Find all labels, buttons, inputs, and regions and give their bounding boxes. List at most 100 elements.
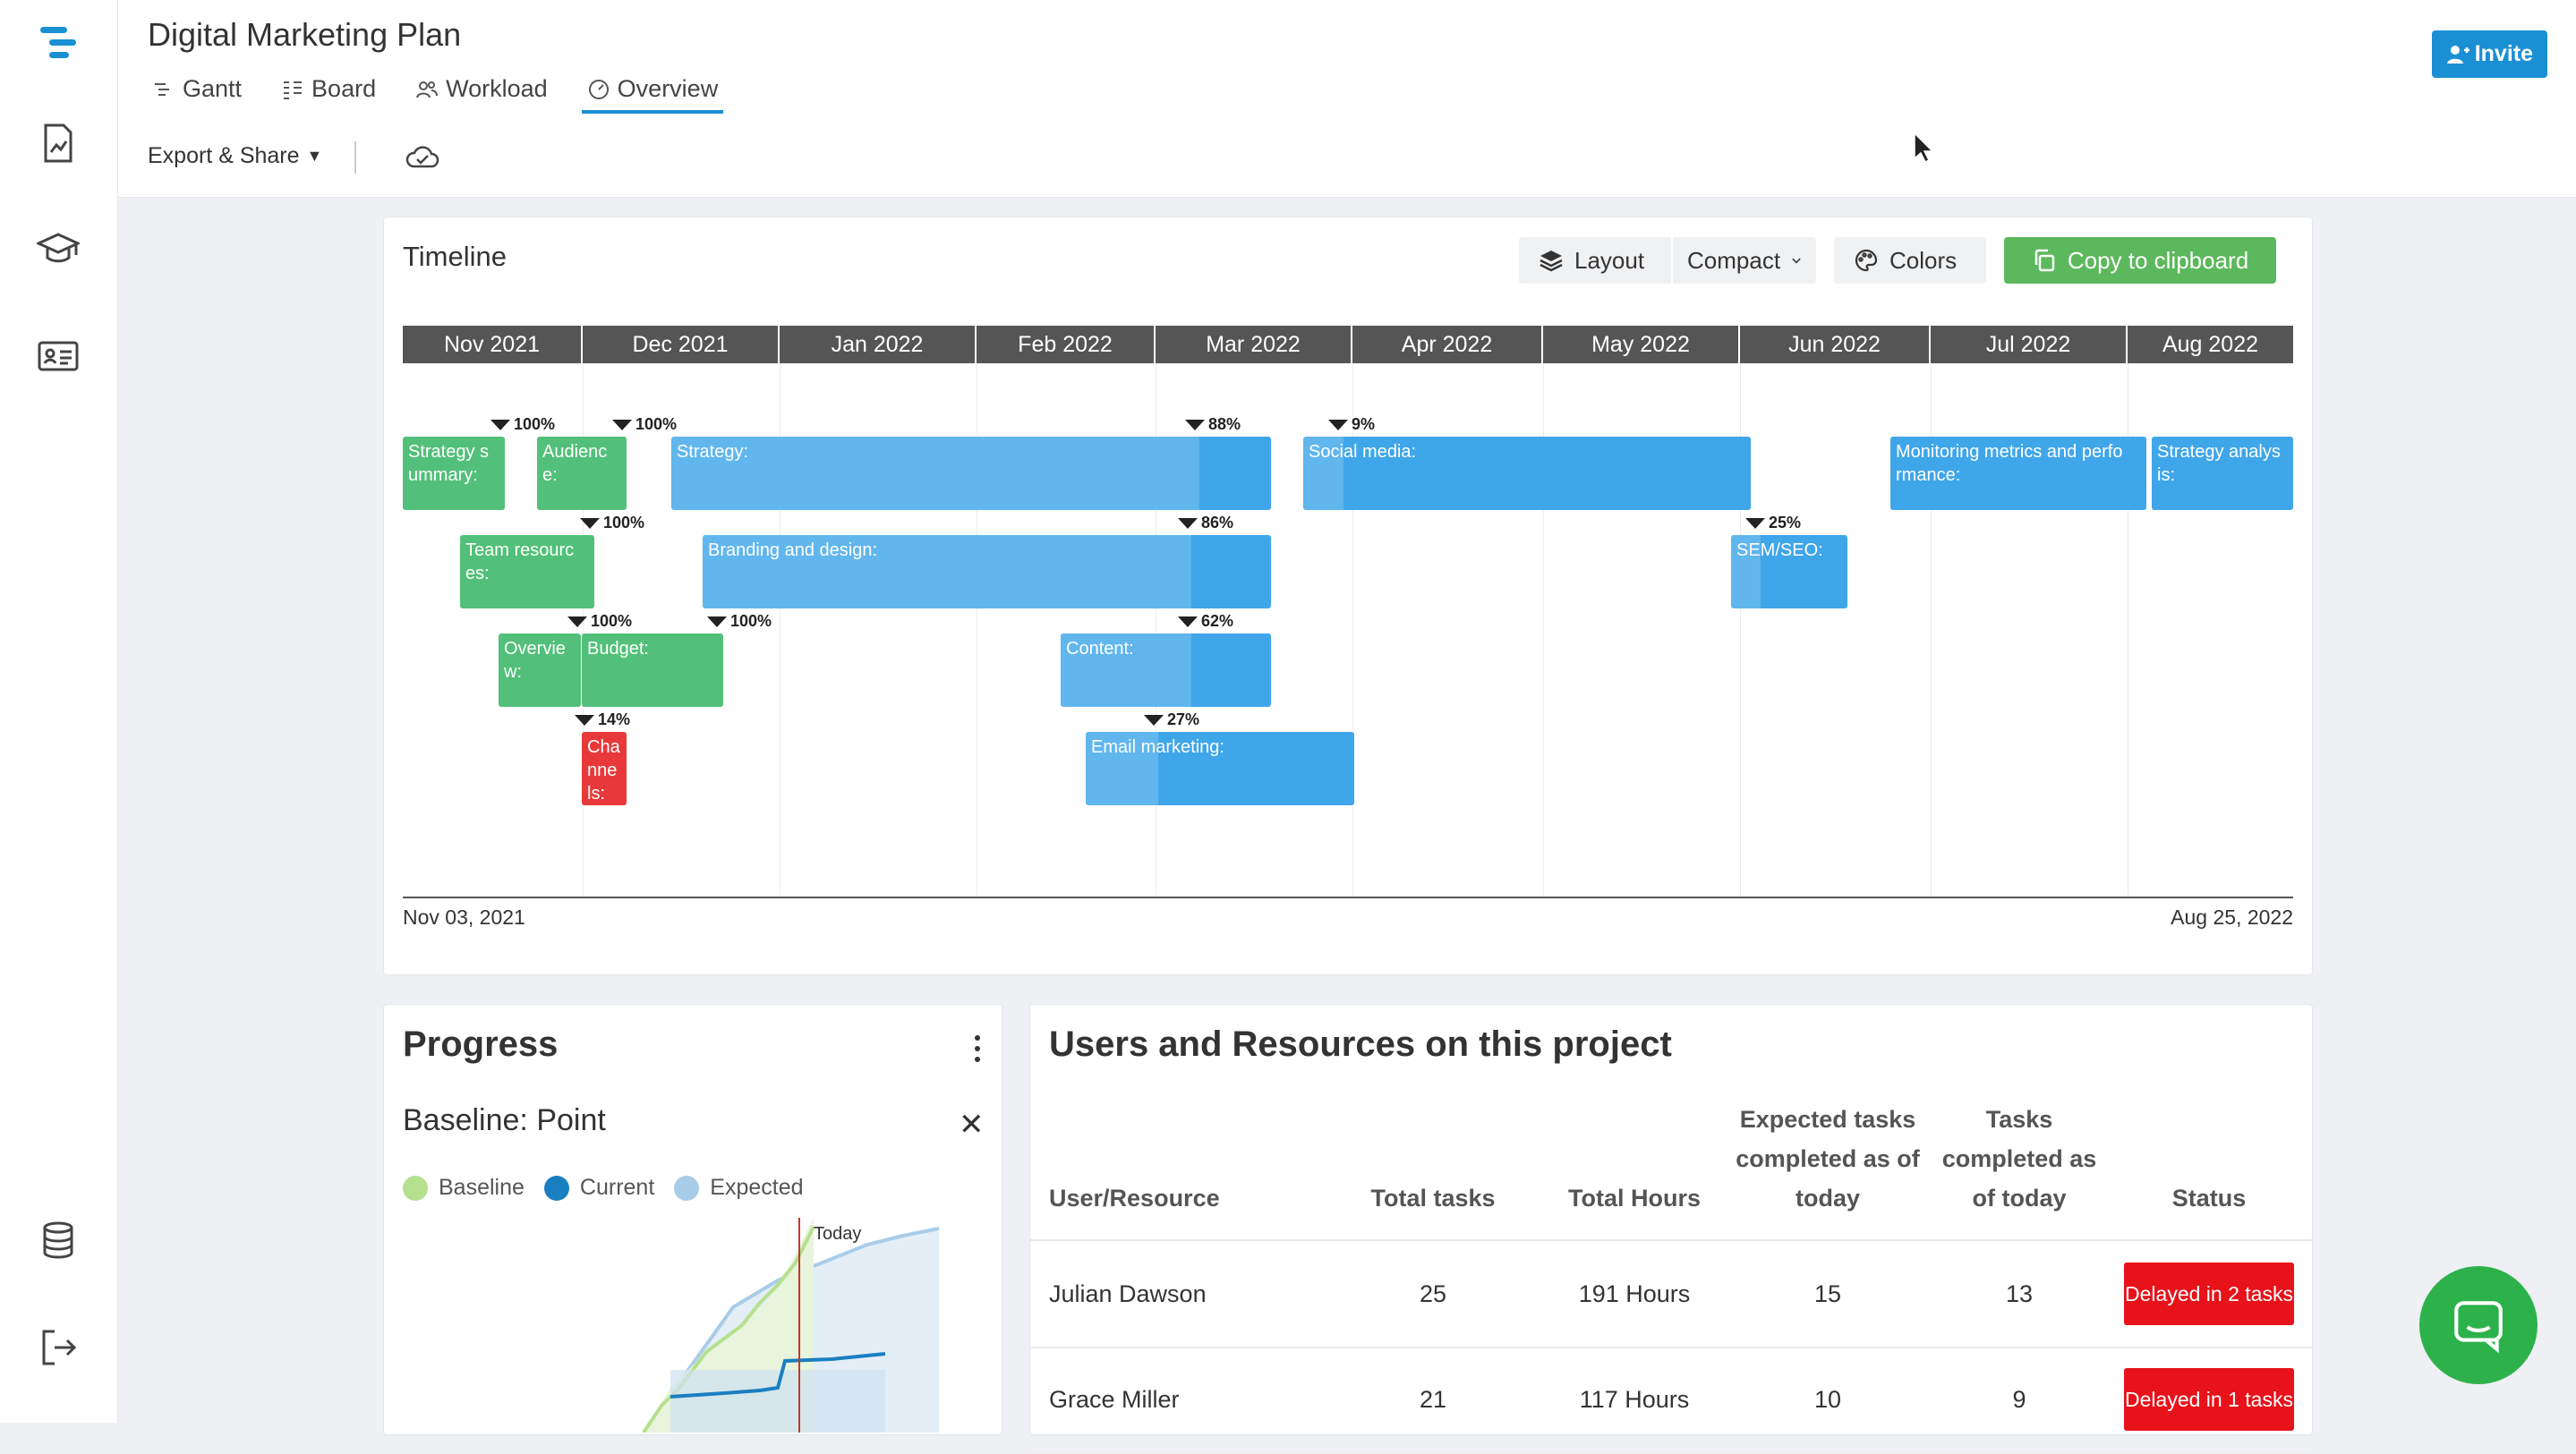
palette-icon	[1855, 249, 1878, 272]
progress-legend: Baseline Current Expected	[403, 1175, 804, 1202]
task-label: Monitoring metrics and perfo rmance:	[1896, 442, 2123, 485]
layout-button[interactable]: Layout	[1519, 237, 1671, 284]
timeline-start-date: Nov 03, 2021	[403, 906, 525, 929]
layout-select[interactable]: Compact	[1673, 237, 1816, 284]
total-tasks: 21	[1419, 1385, 1447, 1413]
layout-value: Compact	[1687, 246, 1781, 274]
total-hours: 191 Hours	[1578, 1280, 1691, 1307]
header: Digital Marketing Plan Gantt Board Workl…	[118, 0, 2576, 198]
logout-icon[interactable]	[35, 1324, 81, 1371]
table-row[interactable]: Julian Dawson 25 191 Hours 15 13 Delayed…	[1030, 1241, 2312, 1348]
column-header[interactable]: Status	[2171, 1185, 2247, 1212]
column-header[interactable]: Total Hours	[1568, 1185, 1701, 1212]
task-percent: 100%	[612, 415, 677, 434]
colors-label: Colors	[1889, 246, 1958, 274]
copy-icon	[2034, 249, 2055, 272]
legend-swatch	[403, 1176, 428, 1202]
task-percent: 88%	[1185, 415, 1241, 434]
task-bar[interactable]: Overvie w:	[499, 633, 581, 707]
column-header[interactable]: User/Resource	[1049, 1185, 1220, 1212]
column-header[interactable]: Expected tasks completed as of today	[1736, 1106, 1920, 1212]
task-bar[interactable]: Cha nne ls:	[582, 732, 627, 805]
table-row[interactable]: Grace Miller 21 117 Hours 10 9 Delayed i…	[1030, 1347, 2312, 1454]
status-badge: Delayed in 1 tasks	[2124, 1368, 2294, 1431]
legend-item[interactable]: Current	[543, 1175, 655, 1202]
task-bar[interactable]: SEM/SEO:	[1731, 535, 1847, 608]
task-bar[interactable]: Content:	[1061, 633, 1271, 707]
copy-label: Copy to clipboard	[2067, 246, 2249, 274]
copy-to-clipboard-button[interactable]: Copy to clipboard	[2004, 237, 2276, 284]
legend-item[interactable]: Expected	[674, 1175, 804, 1202]
academy-icon[interactable]	[35, 225, 81, 272]
tab-workload[interactable]: Workload	[415, 75, 548, 114]
legend-item[interactable]: Baseline	[403, 1175, 525, 1202]
close-icon[interactable]: ✕	[959, 1108, 985, 1142]
legend-label: Baseline	[439, 1175, 525, 1200]
month-label: Mar 2022	[1156, 326, 1352, 363]
task-label: Strategy s ummary:	[408, 442, 490, 485]
colors-button[interactable]: Colors	[1834, 237, 1986, 284]
report-icon[interactable]	[35, 120, 81, 166]
project-title: Digital Marketing Plan	[148, 16, 462, 53]
timeline-end-date: Aug 25, 2022	[2171, 906, 2293, 929]
month-label: Feb 2022	[977, 326, 1156, 363]
month-label: Jul 2022	[1931, 326, 2128, 363]
legend-label: Current	[579, 1175, 655, 1200]
database-icon[interactable]	[35, 1217, 81, 1263]
task-percent: 25%	[1745, 514, 1801, 532]
task-percent: 100%	[567, 612, 632, 631]
month-label: Dec 2021	[583, 326, 780, 363]
task-bar[interactable]: Strategy:	[671, 437, 1271, 510]
task-percent: 14%	[575, 710, 630, 729]
tab-gantt[interactable]: Gantt	[152, 75, 242, 114]
legend-swatch	[543, 1176, 569, 1202]
view-tabs: Gantt Board Workload Overview	[152, 75, 723, 114]
month-header: Nov 2021 Dec 2021 Jan 2022 Feb 2022 Mar …	[403, 326, 2293, 363]
add-user-icon	[2446, 45, 2469, 64]
task-label: Budget:	[587, 639, 649, 659]
task-progress-fill	[1303, 437, 1343, 510]
task-bar[interactable]: Branding and design:	[703, 535, 1271, 608]
column-header[interactable]: Total tasks	[1370, 1185, 1496, 1212]
legend-swatch	[674, 1176, 700, 1202]
total-hours: 117 Hours	[1579, 1385, 1690, 1413]
task-label: Cha nne ls:	[587, 737, 620, 804]
timeline-axis	[403, 897, 2293, 898]
progress-title: Progress	[403, 1025, 559, 1064]
kebab-menu-icon[interactable]	[975, 1035, 980, 1062]
progress-card: Progress Baseline: Point ✕ Baseline Curr…	[383, 1004, 1002, 1435]
task-bar[interactable]: Audienc e:	[537, 437, 627, 510]
task-bar[interactable]: Monitoring metrics and perfo rmance:	[1890, 437, 2146, 510]
month-label: May 2022	[1543, 326, 1740, 363]
task-bar[interactable]: Team resourc es:	[460, 535, 594, 608]
task-bar[interactable]: Email marketing:	[1086, 732, 1354, 805]
export-share-button[interactable]: Export & Share ▼	[148, 143, 322, 169]
task-label: Team resourc es:	[465, 540, 575, 583]
tab-overview[interactable]: Overview	[581, 75, 723, 114]
month-label: Apr 2022	[1352, 326, 1543, 363]
month-label: Aug 2022	[2128, 326, 2293, 363]
invite-button[interactable]: Invite	[2431, 30, 2547, 78]
current-area	[670, 1370, 885, 1433]
task-percent: 100%	[490, 415, 555, 434]
overview-icon	[588, 79, 609, 99]
tab-label: Board	[311, 75, 377, 102]
column-header[interactable]: Tasks completed as of today	[1941, 1106, 2097, 1212]
export-label: Export & Share	[148, 143, 300, 168]
tab-board[interactable]: Board	[281, 75, 376, 114]
task-percent: 9%	[1328, 415, 1375, 434]
task-label: Audienc e:	[542, 442, 608, 485]
task-bar[interactable]: Budget:	[582, 633, 723, 707]
task-bar[interactable]: Social media:	[1303, 437, 1751, 510]
logo-icon[interactable]	[35, 20, 81, 66]
task-bar[interactable]: Strategy analys is:	[2152, 437, 2293, 510]
task-percent: 62%	[1178, 612, 1233, 631]
task-bar[interactable]: Strategy s ummary:	[403, 437, 505, 510]
task-percent: 100%	[707, 612, 772, 631]
contact-card-icon[interactable]	[35, 333, 81, 379]
layout-label: Layout	[1574, 246, 1645, 274]
status-badge: Delayed in 2 tasks	[2124, 1263, 2294, 1325]
task-progress-fill	[703, 535, 1192, 608]
chat-launcher-button[interactable]	[2419, 1266, 2538, 1384]
task-label: Content:	[1066, 639, 1134, 659]
